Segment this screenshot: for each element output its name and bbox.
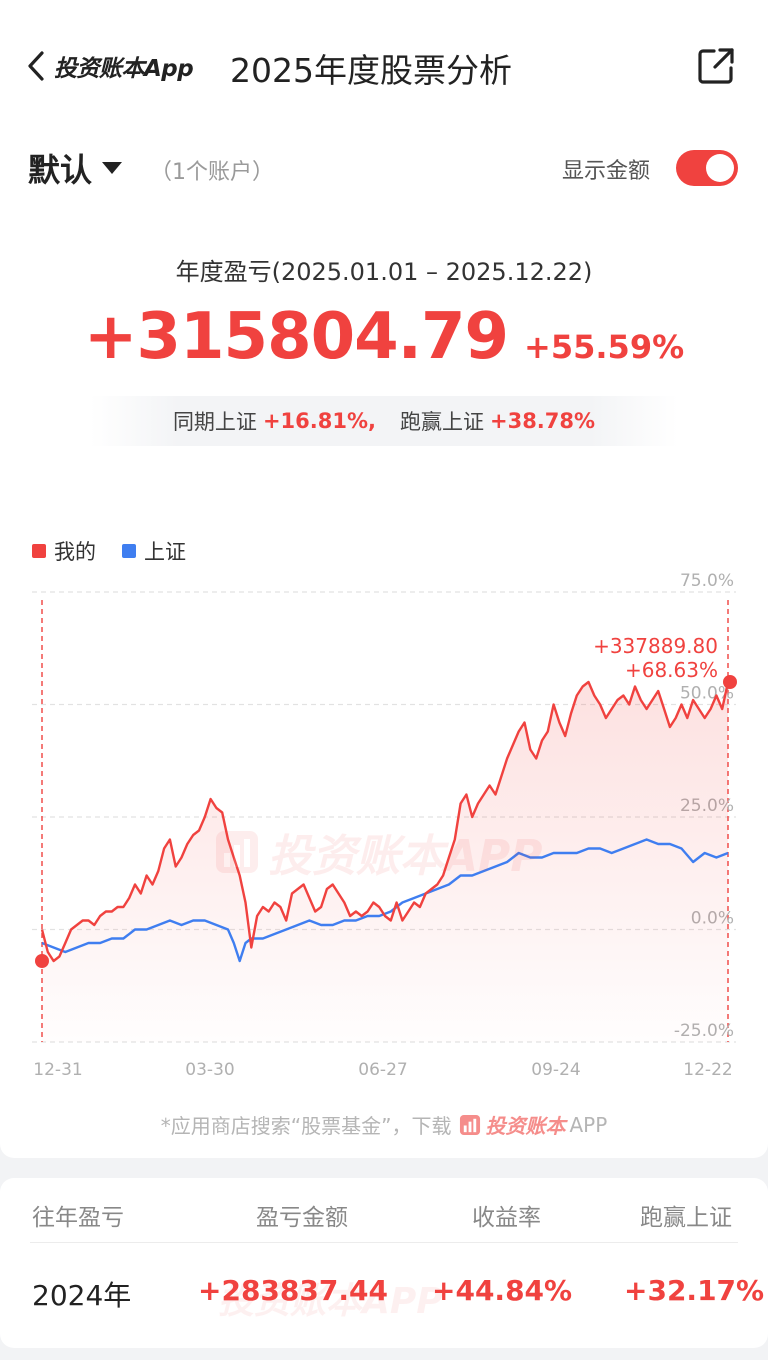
- app-header: 投资账本App 2025年度股票分析: [0, 30, 768, 102]
- legend-item-mine: 我的: [32, 536, 96, 566]
- row-watermark: 投资账本APP: [218, 1281, 443, 1322]
- same-period-label: 同期上证: [172, 410, 257, 434]
- beat-value: +38.78%: [489, 409, 596, 433]
- series-line-mine: [40, 680, 730, 963]
- history-rate: +44.84%: [432, 1274, 573, 1307]
- share-icon: [698, 48, 734, 84]
- history-beat: +32.17%: [624, 1274, 765, 1307]
- show-amount-label: 显示金额: [562, 159, 651, 184]
- history-year[interactable]: 2024年: [32, 1279, 132, 1312]
- col-header-amount: 盈亏金额: [256, 1205, 348, 1231]
- caret-down-icon: [102, 162, 123, 174]
- chart-watermark: 投资账本APP: [214, 820, 543, 884]
- account-count: （1个账户）: [150, 160, 274, 185]
- beat-label: 跑赢上证: [399, 410, 484, 434]
- account-name: 默认: [28, 151, 93, 189]
- legend-label-mine: 我的: [54, 540, 96, 564]
- back-button[interactable]: 投资账本App: [24, 46, 208, 86]
- benchmark-compare: 同期上证 +16.81%, 跑赢上证 +38.78%: [90, 396, 678, 446]
- chart-legend: 我的 上证: [32, 536, 212, 566]
- same-period-value: +16.81%,: [262, 409, 376, 433]
- watermark-text: 投资账本APP: [268, 831, 543, 882]
- y-tick-label: 75.0%: [680, 571, 734, 591]
- pnl-summary: +315804.79 +55.59%: [0, 300, 768, 374]
- col-header-rate: 收益率: [472, 1205, 541, 1231]
- x-tick-label: 09-24: [531, 1060, 580, 1080]
- pnl-amount: +315804.79: [83, 300, 509, 374]
- end-label-amount: +337889.80: [593, 634, 718, 658]
- legend-swatch-sse: [122, 544, 136, 558]
- app-logo-icon: [216, 831, 258, 873]
- footnote-suffix: APP: [569, 1112, 608, 1137]
- y-tick-label: 50.0%: [680, 684, 734, 704]
- col-header-beat: 跑赢上证: [640, 1205, 732, 1231]
- table-divider: [30, 1242, 738, 1243]
- share-button[interactable]: [694, 44, 738, 88]
- x-tick-label: 06-27: [358, 1060, 407, 1080]
- download-footnote: *应用商店搜索“股票基金”，下载 投资账本 APP: [0, 1110, 768, 1139]
- footnote-text: *应用商店搜索“股票基金”，下载: [160, 1114, 452, 1138]
- history-amount: +283837.44: [198, 1274, 388, 1307]
- account-selector[interactable]: 默认: [28, 146, 123, 190]
- show-amount-toggle[interactable]: [676, 150, 738, 186]
- brand-name: 投资账本App: [54, 56, 194, 82]
- legend-swatch-mine: [32, 544, 46, 558]
- end-label-percent: +68.63%: [625, 658, 718, 682]
- x-tick-label: 03-30: [185, 1060, 234, 1080]
- performance-chart[interactable]: 75.0%50.0%25.0%0.0%-25.0% 12-3103-3006-2…: [0, 570, 768, 1090]
- pnl-percent: +55.59%: [524, 328, 685, 366]
- legend-item-sse: 上证: [122, 536, 186, 566]
- start-point-marker: [35, 954, 49, 968]
- x-tick-label: 12-31: [33, 1060, 82, 1080]
- series-area-mine: [42, 682, 728, 1042]
- end-point-marker: [723, 675, 737, 689]
- x-tick-label: 12-22: [683, 1060, 732, 1080]
- period-label: 年度盈亏(2025.01.01 – 2025.12.22): [175, 258, 593, 286]
- page-title: 2025年度股票分析: [230, 51, 512, 90]
- series-line-sse: [41, 838, 729, 963]
- footnote-brand: 投资账本: [485, 1114, 566, 1138]
- history-card: [0, 1178, 768, 1348]
- chevron-left-icon: [28, 51, 44, 81]
- legend-label-sse: 上证: [144, 540, 186, 564]
- col-header-year: 往年盈亏: [32, 1205, 124, 1231]
- app-logo-small-icon: [460, 1114, 481, 1135]
